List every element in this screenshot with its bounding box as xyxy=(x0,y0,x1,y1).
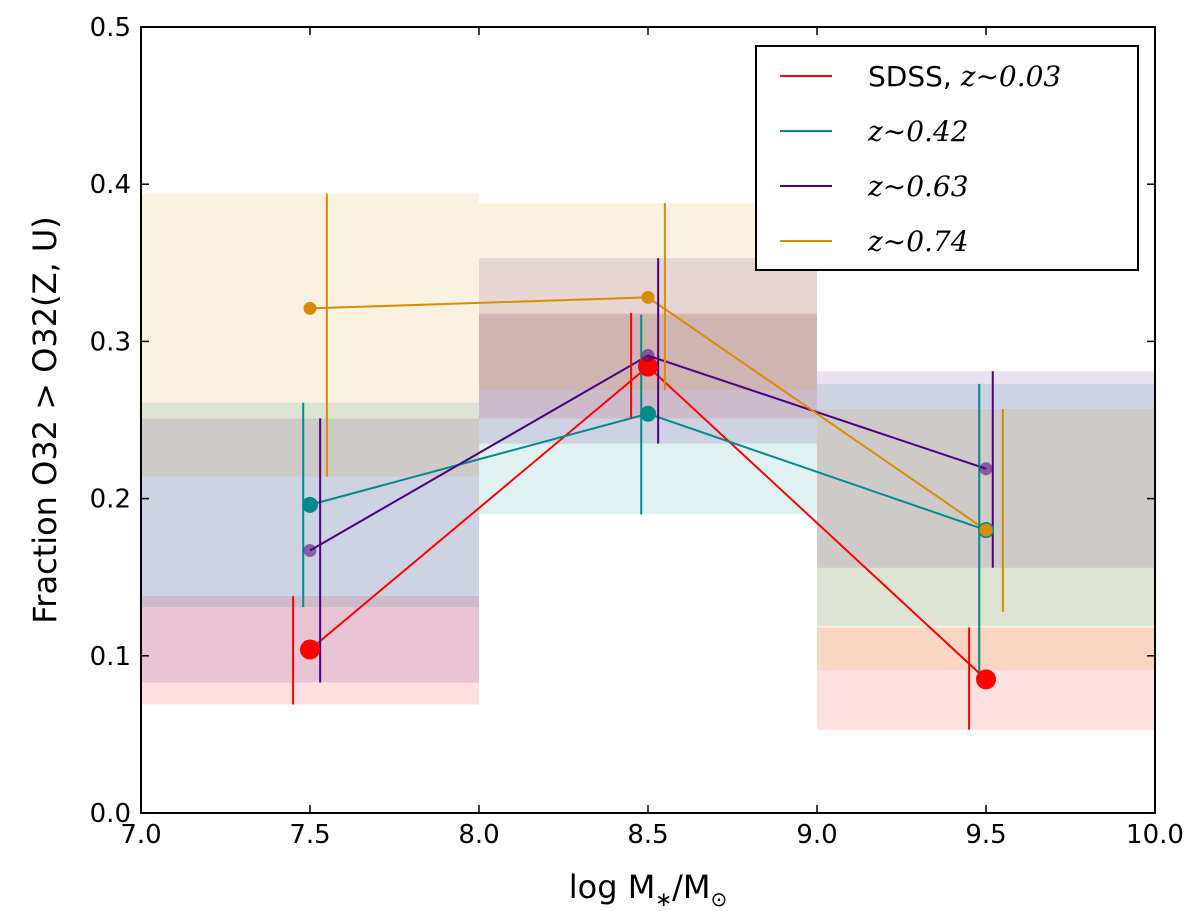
x-axis-label: log M∗/M⊙ xyxy=(569,868,727,911)
point-series-0-1 xyxy=(638,356,658,377)
point-series-3-0 xyxy=(303,301,317,315)
legend-label-math-2: z∼0.63 xyxy=(867,170,969,203)
y-tick-label-2: 0.2 xyxy=(90,485,131,515)
legend-label-math-1: z∼0.42 xyxy=(867,115,969,148)
y-tick-label-1: 0.1 xyxy=(90,642,131,672)
x-tick-label-4: 9.0 xyxy=(796,820,837,850)
data-points xyxy=(300,290,996,690)
legend-label-2: z∼0.63 xyxy=(867,170,969,203)
legend-label-1: z∼0.42 xyxy=(867,115,969,148)
point-series-2-2 xyxy=(979,462,993,476)
x-tick-label-3: 8.5 xyxy=(627,820,668,850)
y-tick-label-5: 0.5 xyxy=(90,13,131,43)
x-tick-label-0: 7.0 xyxy=(120,820,161,850)
legend: SDSS, z∼0.03 z∼0.42 z∼0.63 z∼0.74 xyxy=(755,45,1139,271)
y-axis-label: Fraction O32 > O32(Z, U) xyxy=(26,216,64,624)
x-tick-label-1: 7.5 xyxy=(289,820,330,850)
legend-label-3: z∼0.74 xyxy=(867,225,969,258)
point-series-2-1 xyxy=(641,349,655,363)
axis-ticks: 7.0 7.5 8.0 8.5 9.0 9.5 10.0 0.0 0.1 0.2 0.3 0.4 0.5 xyxy=(90,13,1184,850)
point-series-2-0 xyxy=(303,543,317,557)
band-series-3-bin-0 xyxy=(141,193,479,477)
point-series-0-0 xyxy=(300,639,320,660)
legend-label-math-0: z∼0.03 xyxy=(960,60,1062,93)
legend-label-prefix-0: SDSS, xyxy=(868,60,961,93)
point-series-0-2 xyxy=(976,669,996,690)
x-tick-label-5: 9.5 xyxy=(965,820,1006,850)
x-axis-label-sub1: ∗ xyxy=(655,887,672,911)
x-axis-label-sub2: ⊙ xyxy=(710,887,727,911)
x-axis-label-main: log M xyxy=(569,868,656,906)
x-axis-label-mid: /M xyxy=(672,868,710,906)
y-tick-label-4: 0.4 xyxy=(90,170,131,200)
band-series-1-bin-2 xyxy=(817,383,1155,626)
legend-label-math-3: z∼0.74 xyxy=(867,225,969,258)
x-tick-label-6: 10.0 xyxy=(1126,820,1184,850)
x-tick-label-2: 8.0 xyxy=(458,820,499,850)
legend-label-0: SDSS, z∼0.03 xyxy=(868,60,1061,93)
point-series-1-1 xyxy=(640,405,656,422)
legend-box xyxy=(755,45,1139,271)
point-series-3-1 xyxy=(641,290,655,304)
y-tick-label-0: 0.0 xyxy=(90,799,131,829)
point-series-3-2 xyxy=(979,523,993,537)
point-series-1-0 xyxy=(302,496,318,513)
y-tick-label-3: 0.3 xyxy=(90,327,131,357)
